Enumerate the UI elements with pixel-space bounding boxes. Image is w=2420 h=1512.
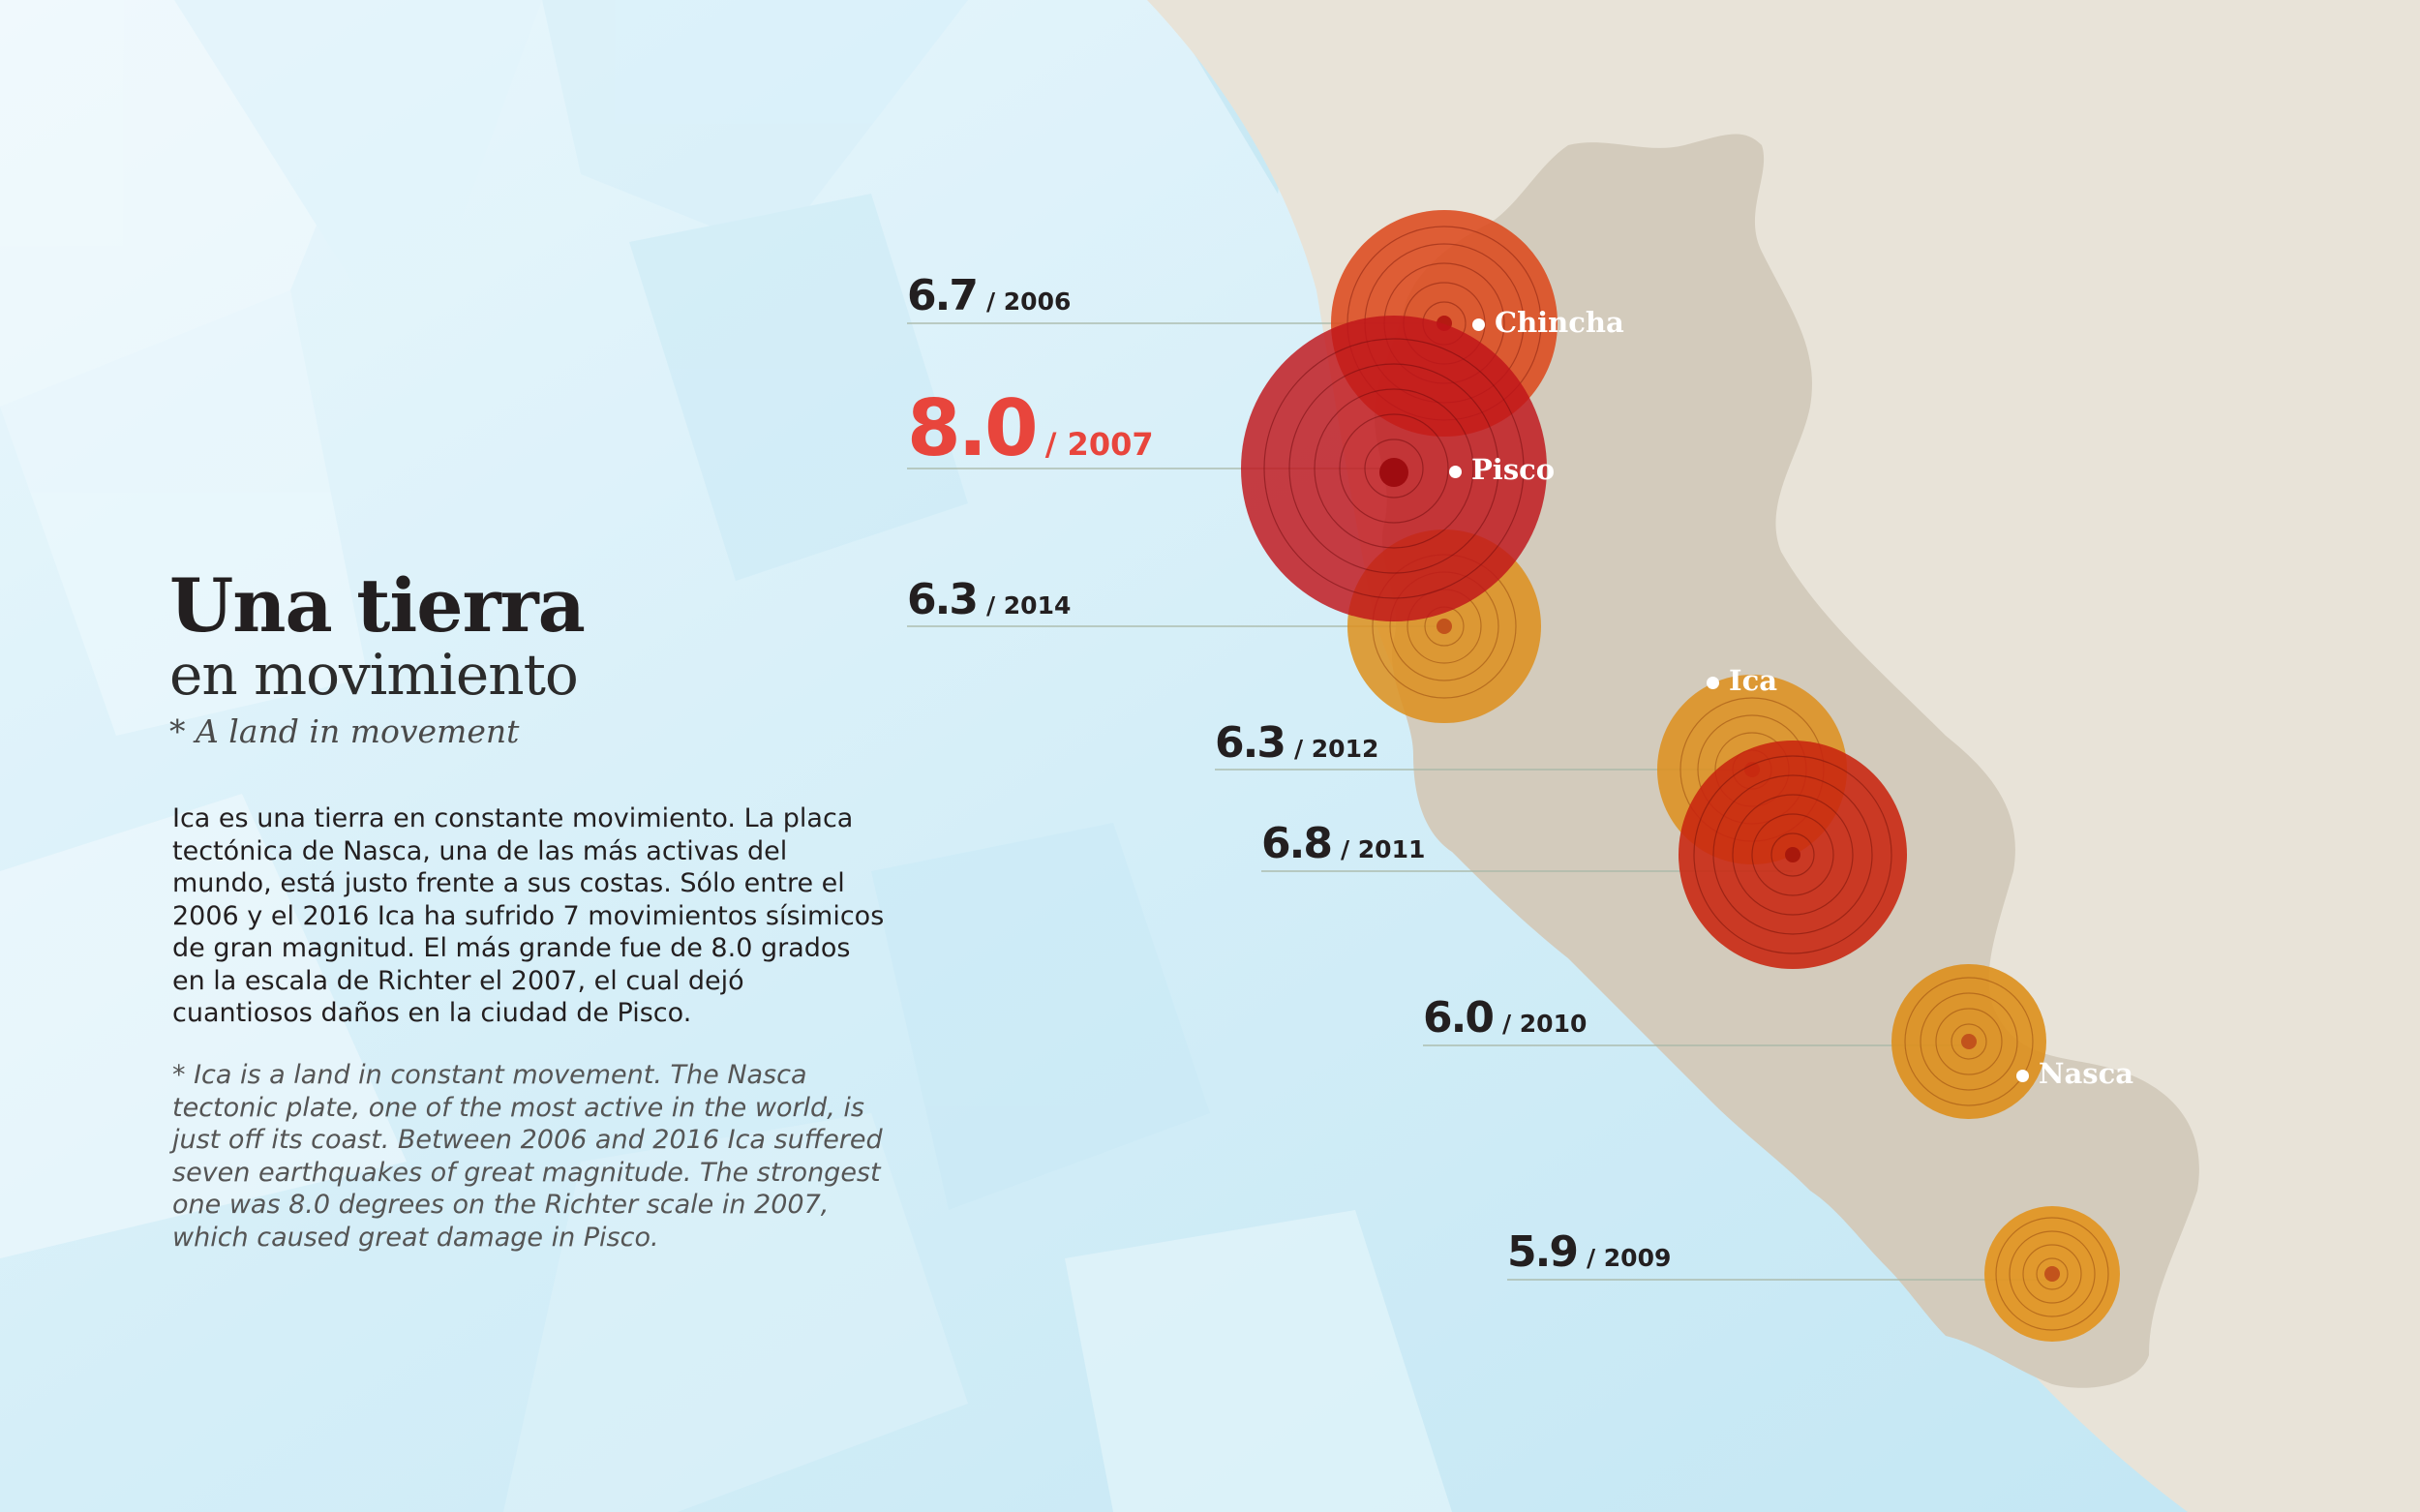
city-name: Chincha [1495,306,1624,339]
quake-label-2012: 6.3/ 2012 [1215,718,1378,768]
page-title: Una tierra [169,562,586,649]
quake-magnitude: 8.0 [907,383,1039,473]
quake-label-2006: 6.7/ 2006 [907,271,1071,320]
quake-magnitude: 6.0 [1423,993,1495,1043]
quake-year: / 2006 [985,287,1072,316]
quake-magnitude: 6.3 [1215,718,1286,768]
city-dot-icon [1707,676,1719,689]
city-dot-icon [1449,465,1462,478]
city-label-ica: Ica [1707,664,1777,697]
city-label-pisco: Pisco [1449,453,1555,486]
quake-circles [1241,210,2120,1342]
city-name: Nasca [2039,1057,2134,1090]
quake-label-2007: 8.0/ 2007 [907,383,1154,473]
body-text-spanish: Ica es una tierra en constante movimient… [172,803,885,1028]
quake-magnitude: 6.7 [907,271,979,320]
quake-label-2011: 6.8/ 2011 [1261,819,1425,868]
city-label-chincha: Chincha [1472,306,1624,339]
title-block: Una tierra en movimiento * A land in mov… [169,562,586,751]
quake-label-2009: 5.9/ 2009 [1507,1227,1671,1277]
ocean-facets [629,0,1307,1210]
quake-label-2010: 6.0/ 2010 [1423,993,1587,1043]
city-name: Pisco [1471,453,1556,486]
body-text-english: * Ica is a land in constant movement. Th… [172,1060,883,1253]
quake-circle-2010 [1891,964,2046,1119]
city-dot-icon [2016,1069,2029,1082]
page-title-english: * A land in movement [169,712,520,750]
city-label-nasca: Nasca [2016,1057,2133,1090]
quake-year: / 2010 [1501,1010,1588,1038]
city-name: Ica [1729,664,1778,697]
quake-circle-2007 [1241,316,1547,621]
quake-magnitude: 5.9 [1507,1227,1579,1277]
quake-year: / 2009 [1586,1244,1672,1272]
quake-year: / 2007 [1044,426,1154,463]
quake-circle-2011 [1679,741,1907,969]
quake-year: / 2012 [1293,735,1379,763]
quake-year: / 2014 [985,591,1072,620]
quake-label-2014: 6.3/ 2014 [907,575,1071,624]
quake-magnitude: 6.3 [907,575,979,624]
page-subtitle: en movimiento [169,642,579,708]
quake-circle-2009 [1984,1206,2120,1342]
quake-year: / 2011 [1340,835,1426,863]
city-dot-icon [1472,318,1485,331]
quake-magnitude: 6.8 [1261,819,1333,868]
